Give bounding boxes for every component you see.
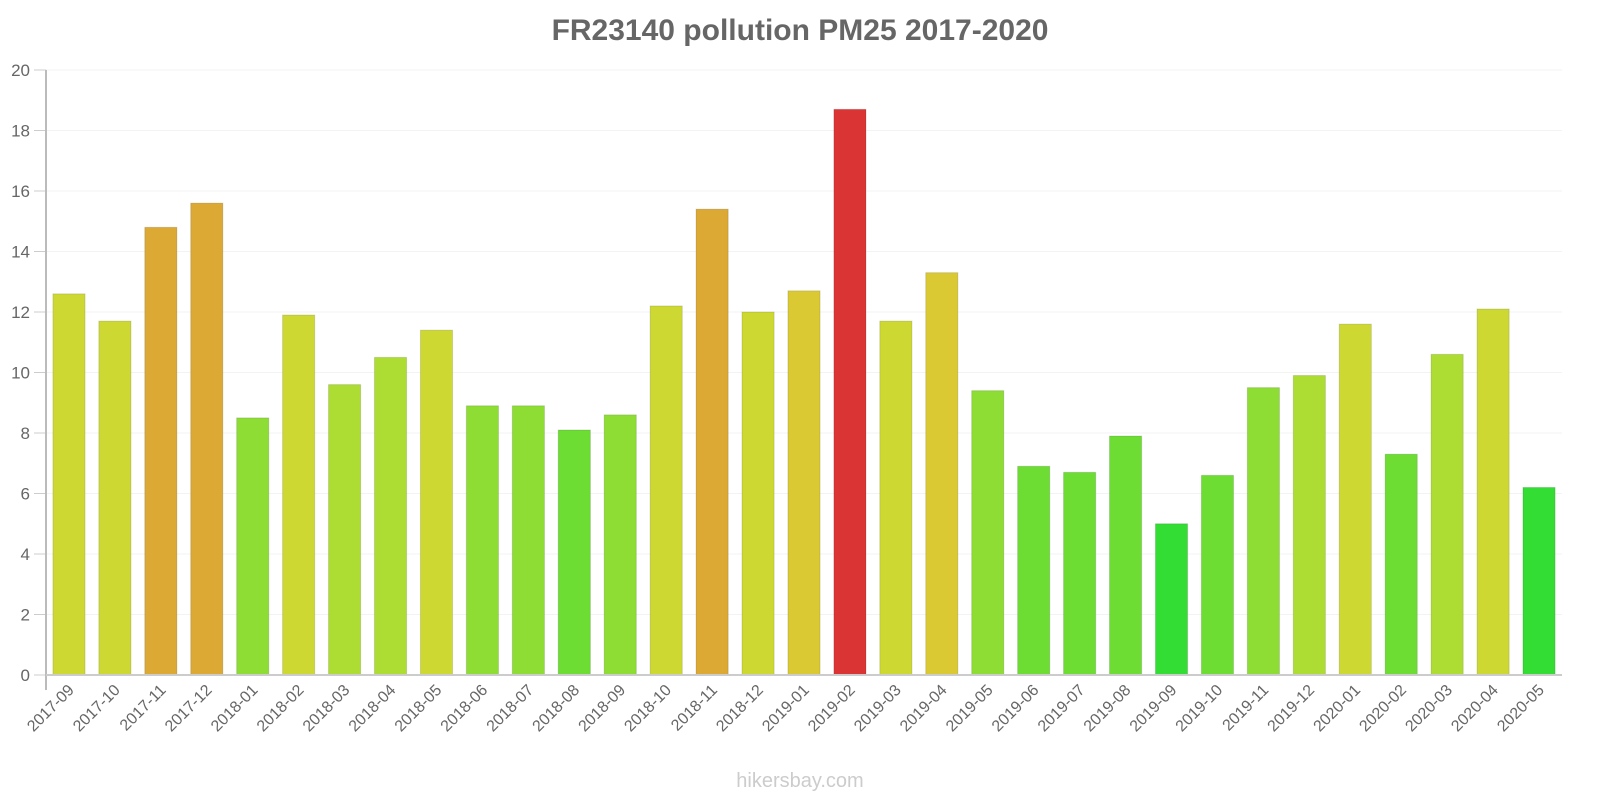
bar[interactable]: 2019-01: 12.7 bbox=[787, 290, 821, 676]
bar[interactable]: 2019-02: 18.7 bbox=[833, 108, 867, 676]
x-tick-label: 2019-04 bbox=[897, 682, 951, 736]
bar[interactable]: 2019-10: 6.6 bbox=[1200, 474, 1235, 676]
bar[interactable]: 2018-03: 9.6 bbox=[328, 384, 362, 676]
x-tick-label: 2018-01 bbox=[208, 682, 262, 736]
y-tick-label: 20 bbox=[11, 61, 30, 80]
x-tick-label: 2019-12 bbox=[1265, 682, 1319, 736]
bar[interactable]: 2019-12: 9.9 bbox=[1292, 375, 1326, 676]
bar[interactable]: 2017-10: 11.7 bbox=[98, 320, 132, 676]
y-tick-label: 8 bbox=[21, 424, 30, 443]
bar[interactable]: 2018-07: 8.9 bbox=[511, 405, 545, 676]
x-tick-label: 2018-04 bbox=[346, 682, 400, 736]
bar[interactable]: 2018-05: 11.4 bbox=[419, 329, 454, 676]
bar[interactable]: 2018-02: 11.9 bbox=[282, 314, 316, 676]
bar[interactable]: 2019-05: 9.4 bbox=[971, 390, 1005, 676]
chart-title: FR23140 pollution PM25 2017-2020 bbox=[551, 14, 1049, 47]
y-tick-label: 6 bbox=[21, 485, 30, 504]
y-tick-label: 12 bbox=[11, 303, 30, 322]
bar[interactable]: 2017-09: 12.6 bbox=[52, 293, 86, 676]
x-tick-label: 2018-08 bbox=[530, 682, 584, 736]
y-tick-label: 0 bbox=[21, 666, 30, 685]
bar[interactable]: 2020-04: 12.1 bbox=[1476, 308, 1510, 676]
bar[interactable]: 2019-06: 6.9 bbox=[1017, 465, 1051, 676]
bar[interactable]: 2018-06: 8.9 bbox=[465, 405, 500, 676]
x-tick-label: 2018-12 bbox=[713, 682, 767, 736]
x-tick-label: 2018-09 bbox=[576, 682, 630, 736]
x-tick-label: 2019-05 bbox=[943, 682, 997, 736]
bar[interactable]: 2017-12: 15.6 bbox=[190, 202, 224, 676]
x-tick-label: 2019-07 bbox=[1035, 682, 1089, 736]
x-tick-label: 2018-02 bbox=[254, 682, 308, 736]
y-tick-label: 18 bbox=[11, 122, 30, 141]
bar[interactable]: 2019-09: 5 bbox=[1154, 523, 1189, 676]
bar[interactable]: 2020-05: 6.2 bbox=[1522, 486, 1556, 676]
x-tick-label: 2019-03 bbox=[851, 682, 905, 736]
x-tick-label: 2018-06 bbox=[438, 682, 492, 736]
bar[interactable]: 2018-11: 15.4 bbox=[695, 208, 729, 676]
x-tick-label: 2018-05 bbox=[392, 682, 446, 736]
bar[interactable]: 2020-02: 7.3 bbox=[1384, 453, 1418, 676]
bar[interactable]: 2019-03: 11.7 bbox=[879, 320, 913, 676]
x-tick-label: 2019-01 bbox=[759, 682, 813, 736]
bar[interactable]: 2017-11: 14.8 bbox=[144, 226, 178, 676]
bar[interactable]: 2019-11: 9.5 bbox=[1246, 387, 1280, 676]
x-tick-label: 2019-06 bbox=[989, 682, 1043, 736]
bar[interactable]: 2019-04: 13.3 bbox=[925, 272, 959, 676]
watermark: hikersbay.com bbox=[736, 770, 864, 792]
y-tick-label: 10 bbox=[11, 364, 30, 383]
y-tick-label: 2 bbox=[21, 606, 30, 625]
x-tick-label: 2020-01 bbox=[1311, 682, 1365, 736]
x-tick-label: 2018-11 bbox=[668, 682, 721, 735]
bar[interactable]: 2018-12: 12 bbox=[741, 311, 775, 676]
x-tick-label: 2017-09 bbox=[24, 682, 78, 736]
x-tick-label: 2019-11 bbox=[1220, 682, 1273, 735]
bar[interactable]: 2019-07: 6.7 bbox=[1063, 471, 1097, 676]
bar[interactable]: 2018-09: 8.6 bbox=[603, 414, 637, 676]
bar[interactable]: 2018-01: 8.5 bbox=[236, 417, 270, 676]
x-tick-label: 2017-11 bbox=[117, 682, 170, 735]
x-tick-label: 2019-02 bbox=[805, 682, 859, 736]
bar[interactable]: 2018-04: 10.5 bbox=[373, 356, 408, 676]
x-tick-label: 2020-02 bbox=[1356, 682, 1410, 736]
bar[interactable]: 2018-08: 8.1 bbox=[557, 429, 591, 676]
x-tick-label: 2019-09 bbox=[1127, 682, 1181, 736]
x-tick-label: 2017-10 bbox=[70, 682, 124, 736]
y-tick-label: 16 bbox=[11, 182, 30, 201]
y-tick-label: 14 bbox=[11, 243, 30, 262]
x-tick-label: 2018-07 bbox=[484, 682, 538, 736]
y-tick-label: 4 bbox=[21, 545, 30, 564]
x-tick-label: 2020-04 bbox=[1448, 682, 1502, 736]
x-tick-label: 2020-03 bbox=[1402, 682, 1456, 736]
bars: 2017-09: 12.6 2017-10: 11.7 2017-11: 14.8 2… bbox=[52, 108, 1556, 676]
bar[interactable]: 2019-08: 7.9 bbox=[1108, 435, 1143, 676]
x-axis: 2017-092017-102017-112017-122018-012018-… bbox=[24, 674, 1562, 736]
x-tick-label: 2018-03 bbox=[300, 682, 354, 736]
x-tick-label: 2019-08 bbox=[1081, 682, 1135, 736]
x-tick-label: 2018-10 bbox=[621, 682, 675, 736]
x-tick-label: 2020-05 bbox=[1494, 682, 1548, 736]
x-tick-label: 2019-10 bbox=[1173, 682, 1227, 736]
bar[interactable]: 2020-03: 10.6 bbox=[1430, 353, 1464, 676]
x-tick-label: 2017-12 bbox=[162, 682, 216, 736]
bar[interactable]: 2020-01: 11.6 bbox=[1338, 323, 1372, 676]
bar[interactable]: 2018-10: 12.2 bbox=[649, 305, 683, 676]
y-axis: 0 2 4 6 8 10 12 14 16 18 20 bbox=[11, 61, 47, 690]
